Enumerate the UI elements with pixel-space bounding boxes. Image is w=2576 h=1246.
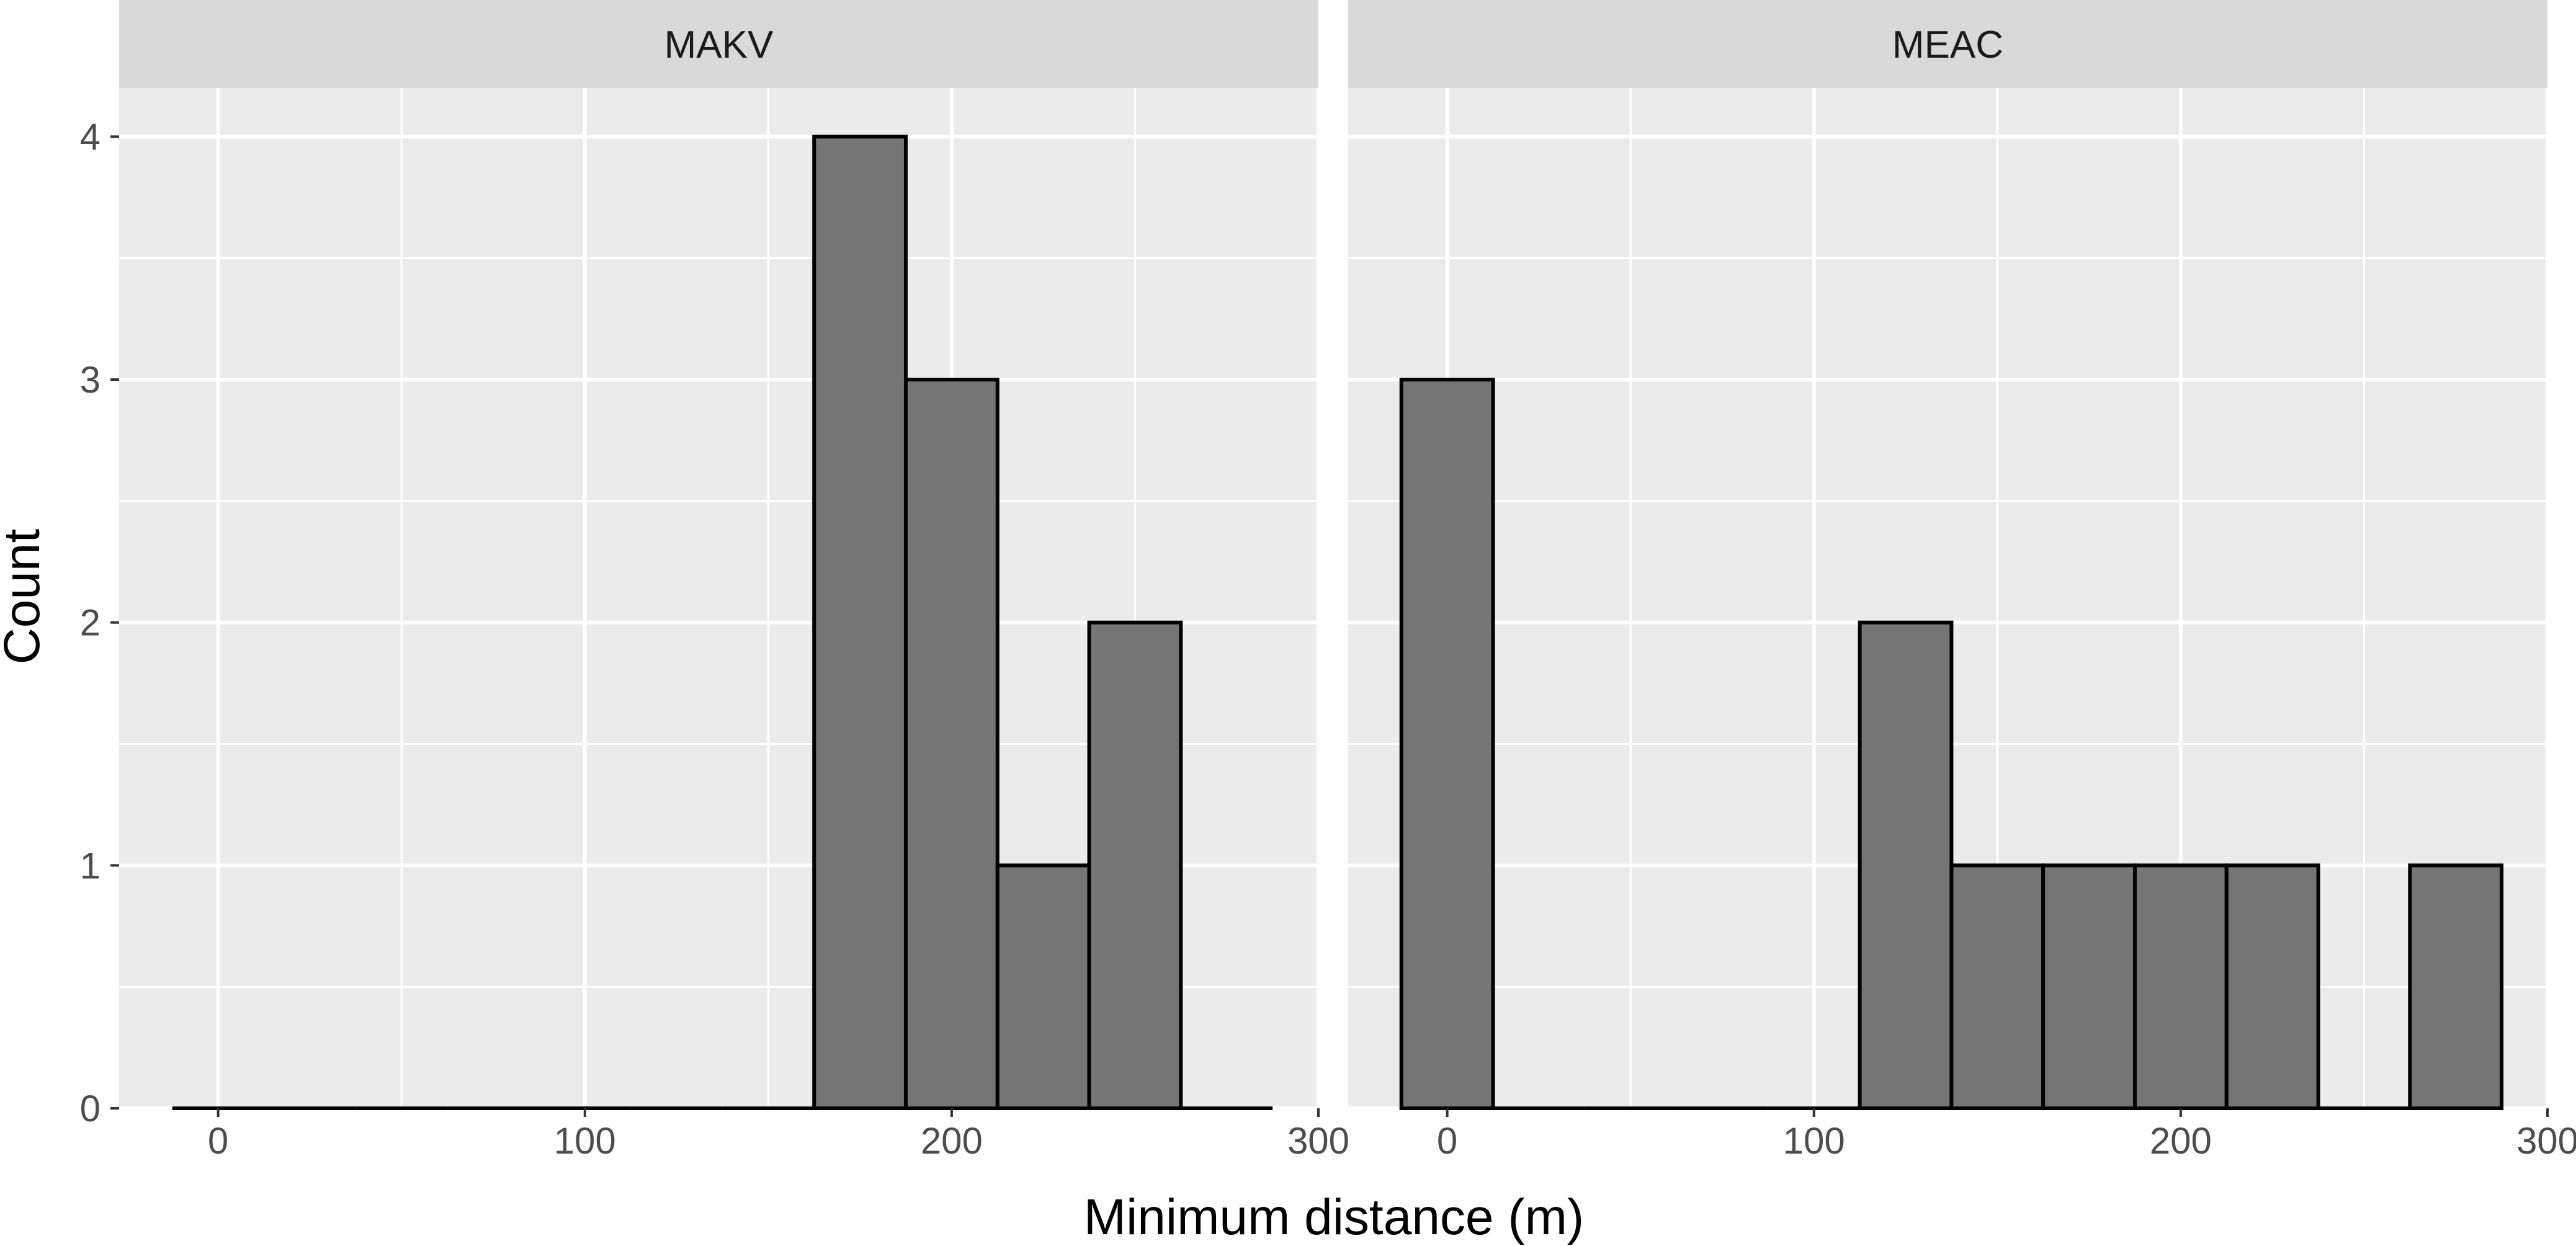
y-tick-label: 0 bbox=[80, 1088, 101, 1129]
x-tick-label: 300 bbox=[1287, 1120, 1349, 1162]
histogram-bar bbox=[1858, 620, 1954, 1110]
x-tick-label: 0 bbox=[1437, 1120, 1457, 1162]
facet-strip-label: MAKV bbox=[664, 24, 774, 66]
x-tick-label: 300 bbox=[2516, 1120, 2576, 1162]
histogram-bar bbox=[812, 135, 908, 1110]
facet-strip-label: MEAC bbox=[1892, 24, 2003, 66]
facet-panel-makv: MAKV 0 100 200 300 bbox=[119, 0, 1349, 1162]
histogram-bar bbox=[2224, 863, 2320, 1111]
histogram-bar bbox=[1949, 863, 2046, 1111]
histogram-bar bbox=[2408, 863, 2504, 1111]
y-tick-label: 4 bbox=[80, 116, 101, 158]
y-tick-label: 3 bbox=[80, 359, 101, 401]
x-axis-title: Minimum distance (m) bbox=[1084, 1189, 1584, 1245]
facet-strip bbox=[119, 0, 1318, 88]
y-tick-label: 1 bbox=[80, 845, 101, 886]
histogram-bar bbox=[2041, 863, 2137, 1111]
x-tick-label: 0 bbox=[208, 1120, 228, 1162]
histogram-bar bbox=[1087, 620, 1183, 1110]
x-tick-label: 200 bbox=[2150, 1120, 2212, 1162]
x-tick-label: 200 bbox=[921, 1120, 983, 1162]
histogram-bar bbox=[903, 378, 1000, 1110]
histogram-bar bbox=[995, 863, 1091, 1111]
facet-panel-meac: MEAC 0 100 200 300 bbox=[1348, 0, 2576, 1162]
x-tick-label: 100 bbox=[1783, 1120, 1845, 1162]
x-tick-label: 100 bbox=[554, 1120, 616, 1162]
facet-panels: MAKV 0 100 200 300 MEAC 0 100 200 300 bbox=[119, 0, 2576, 1162]
histogram-bar bbox=[1399, 378, 1495, 1110]
y-tick-label: 2 bbox=[80, 602, 101, 644]
y-axis: 0 1 2 3 4 bbox=[80, 116, 119, 1129]
histogram-bar bbox=[2132, 863, 2229, 1111]
y-axis-title: Count bbox=[0, 528, 50, 664]
facet-strip bbox=[1348, 0, 2547, 88]
